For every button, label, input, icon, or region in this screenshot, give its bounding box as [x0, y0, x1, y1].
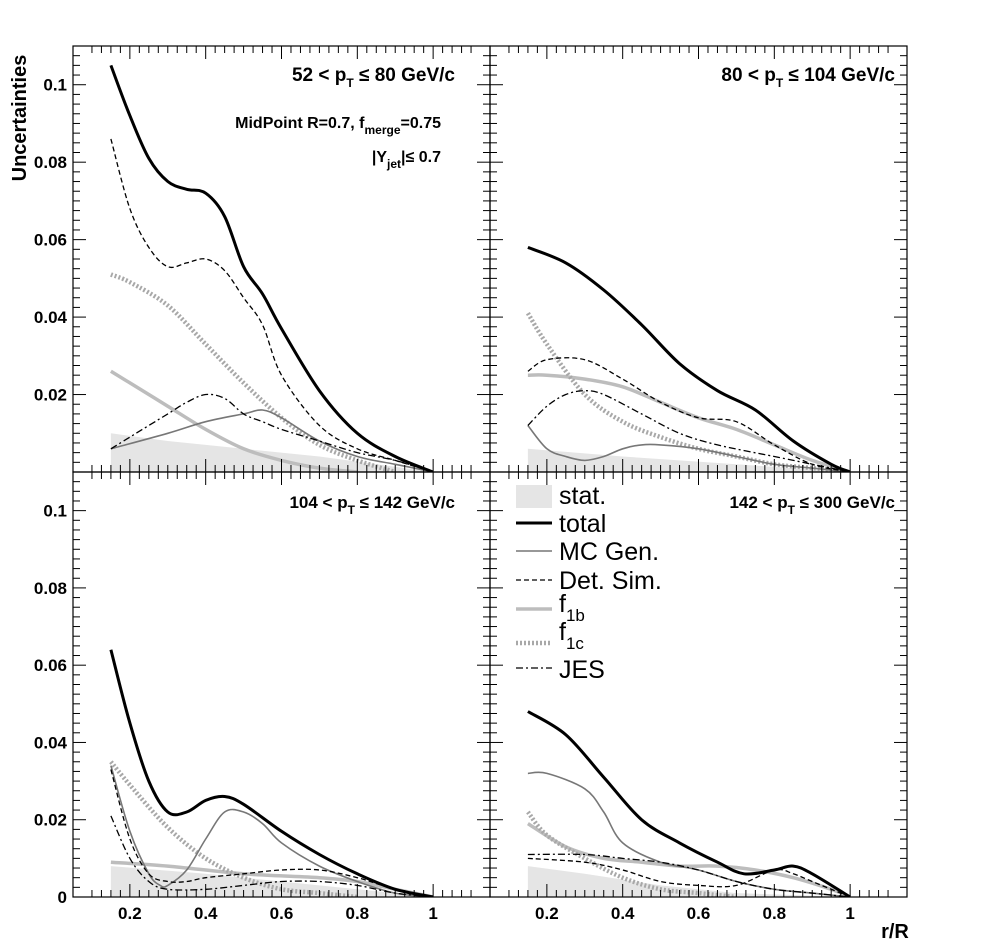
- detsim-series-line: [110, 769, 434, 897]
- total-series-line: [109, 649, 434, 897]
- panel-frame: [489, 471, 908, 898]
- x-tick-label: 0.4: [611, 904, 635, 923]
- stat-band: [527, 866, 851, 897]
- x-tick-label: 1: [845, 904, 854, 923]
- legend-swatch-stat: [516, 485, 552, 508]
- y-tick-label: 0.08: [34, 153, 67, 172]
- algorithm-annotation: MidPoint R=0.7, fmerge=0.75: [235, 115, 441, 137]
- y-tick-label: 0.1: [43, 76, 67, 95]
- jes-series-line: [527, 853, 851, 897]
- y-tick-label: 0.02: [34, 386, 67, 405]
- detsim-series-line: [110, 138, 434, 472]
- f1c-series-line: [110, 272, 396, 472]
- panel-frame: [489, 45, 908, 473]
- f1c-series-line: [109, 760, 358, 897]
- legend-label-stat: stat.: [559, 482, 606, 510]
- stat-band: [527, 448, 851, 472]
- x-tick-label: 1: [428, 904, 437, 923]
- panel-bottom-left: 0 0.02 0.04 0.06 0.08 0.1 0.2 0.4 0.6 0.8 1: [34, 471, 491, 923]
- y-tick-label: 0.02: [34, 811, 67, 830]
- y-tick-label: 0: [58, 888, 67, 907]
- y-tick-label: 0.08: [34, 579, 67, 598]
- detsim-series-line: [527, 357, 851, 472]
- panel-title-top-left: 52 < pT ≤ 80 GeV/c: [292, 65, 455, 90]
- panel-bottom-right: 0.2 0.4 0.6 0.8 1: [489, 471, 908, 923]
- y-tick-label: 0.06: [34, 231, 67, 250]
- panel-title-top-right: 80 < pT ≤ 104 GeV/c: [721, 65, 895, 90]
- x-tick-label: 0.4: [194, 904, 218, 923]
- panel-frame: [72, 471, 491, 898]
- panel-top-right: [489, 45, 908, 473]
- legend-label-total: total: [559, 510, 606, 538]
- x-tick-label: 0.2: [535, 904, 559, 923]
- stat-band: [110, 433, 434, 472]
- panel-frame: [72, 45, 491, 473]
- jes-series-line: [110, 393, 434, 472]
- x-tick-label: 0.6: [687, 904, 711, 923]
- f1b-series-line: [110, 369, 358, 472]
- total-series-line: [109, 64, 434, 472]
- total-series-line: [527, 246, 851, 472]
- mcgen-series-line: [110, 765, 434, 897]
- legend: stat. total MC Gen. Det. Sim. f1b f1c JE…: [516, 482, 662, 684]
- x-tick-label: 0.8: [345, 904, 369, 923]
- legend-label-f1b: f1b: [559, 590, 585, 625]
- y-axis-title: Uncertainties: [9, 55, 31, 182]
- legend-label-jes: JES: [559, 656, 605, 684]
- legend-label-f1c: f1c: [559, 618, 584, 653]
- legend-label-mcgen: MC Gen.: [559, 538, 659, 566]
- y-tick-label: 0.04: [34, 308, 68, 327]
- x-tick-label: 0.2: [118, 904, 142, 923]
- total-series-line: [527, 710, 851, 897]
- x-axis-title: r/R: [881, 921, 909, 943]
- legend-label-detsim: Det. Sim.: [559, 567, 662, 595]
- f1b-series-line: [527, 373, 851, 472]
- panel-title-bottom-left: 104 < pT ≤ 142 GeV/c: [289, 493, 455, 517]
- x-tick-label: 0.8: [762, 904, 786, 923]
- f1c-series-line: [526, 810, 737, 897]
- rapidity-annotation: |Yjet|≤ 0.7: [372, 149, 441, 171]
- y-tick-label: 0.06: [34, 656, 67, 675]
- panel-top-left: 0.02 0.04 0.06 0.08 0.1: [34, 45, 491, 473]
- mcgen-series-line: [110, 409, 434, 472]
- jes-series-line: [527, 390, 851, 472]
- y-tick-label: 0.1: [43, 502, 67, 521]
- panel-title-bottom-right: 142 < pT ≤ 300 GeV/c: [729, 493, 895, 517]
- x-tick-label: 0.6: [270, 904, 294, 923]
- detsim-series-line: [527, 857, 851, 897]
- y-tick-label: 0.04: [34, 733, 68, 752]
- f1b-series-line: [526, 822, 851, 897]
